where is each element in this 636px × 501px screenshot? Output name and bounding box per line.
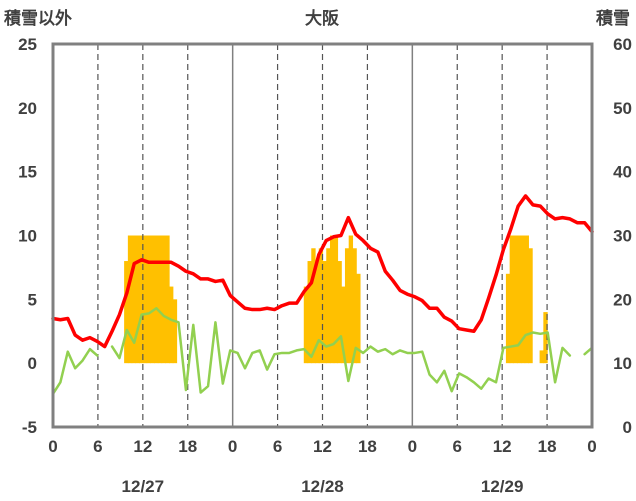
snow-bar (307, 261, 312, 364)
y-left-tick: 20 (18, 99, 37, 118)
x-tick: 12 (313, 437, 332, 456)
snow-bar (131, 235, 136, 364)
x-tick: 0 (587, 437, 596, 456)
y-left-tick: 5 (28, 290, 37, 309)
snow-bar (528, 248, 533, 364)
snow-bar (326, 248, 331, 364)
snow-bar (509, 235, 514, 364)
snow-bar (344, 248, 350, 364)
snow-bar (356, 273, 361, 364)
snow-bar (127, 235, 133, 364)
y-left-tick: 15 (18, 163, 37, 182)
gridlines (97, 44, 548, 427)
snow-bar (333, 235, 339, 364)
x-tick: 6 (453, 437, 462, 456)
red-line-series (51, 194, 594, 349)
snow-bar (142, 235, 148, 364)
snow-bar (303, 286, 309, 364)
y-right-tick: 60 (613, 35, 632, 54)
plot-frame (51, 42, 594, 429)
snow-bar (543, 312, 548, 364)
snow-bar (505, 273, 511, 364)
snow-bar (146, 235, 151, 364)
y-left-tick: 25 (18, 35, 37, 54)
date-label: 12/29 (481, 477, 524, 496)
x-tick: 12 (493, 437, 512, 456)
x-tick: 18 (178, 437, 197, 456)
y-right-tick: 0 (623, 418, 632, 437)
x-tick: 0 (228, 437, 237, 456)
y-right-tick: 20 (613, 290, 632, 309)
x-tick: 0 (48, 437, 57, 456)
snow-bar (157, 235, 163, 364)
date-label: 12/28 (301, 477, 344, 496)
y-right-tick: 40 (613, 163, 632, 182)
left-axis-label: 積雪以外 (4, 8, 72, 29)
y-right-tick: 50 (613, 99, 632, 118)
snow-bar (154, 235, 159, 364)
y-left-tick: 0 (28, 354, 37, 373)
snow-bar (524, 235, 529, 364)
snow-bar (513, 235, 518, 364)
x-tick: 6 (273, 437, 282, 456)
snow-bar (161, 235, 166, 364)
x-tick: 0 (408, 437, 417, 456)
chart-title: 大阪 (305, 8, 339, 29)
snow-bar (139, 235, 144, 364)
snow-bar (322, 261, 327, 364)
snow-bar (311, 248, 316, 364)
y-left-tick: -5 (22, 418, 37, 437)
right-axis-label: 積雪 (596, 8, 630, 29)
y-left-tick: 10 (18, 227, 37, 246)
bars-layer (124, 235, 548, 364)
axis-labels: 25 60 20 50 15 40 10 30 5 20 0 10 -5 0 0 6 12 18 0 6 12 18 0 6 1… (18, 35, 632, 496)
snow-bar (172, 299, 178, 364)
date-label: 12/27 (122, 477, 165, 496)
snow-bar (329, 235, 335, 364)
y-right-tick: 10 (613, 354, 632, 373)
snow-bar (124, 261, 129, 364)
snow-bar (352, 248, 357, 364)
x-tick: 18 (538, 437, 557, 456)
x-tick: 12 (133, 437, 152, 456)
snow-bar (337, 261, 342, 364)
snow-bar (315, 261, 320, 364)
snow-bar (135, 235, 140, 364)
snow-bar (517, 235, 522, 364)
snow-bar (318, 248, 324, 364)
snow-bar (341, 286, 346, 364)
snow-bar (348, 235, 354, 364)
snow-bar (150, 235, 155, 364)
snow-bar (520, 235, 526, 364)
x-tick: 6 (93, 437, 102, 456)
x-tick: 18 (358, 437, 377, 456)
snow-bar (539, 350, 544, 364)
snow-bar (169, 286, 174, 364)
snow-bar (165, 235, 170, 364)
y-right-tick: 30 (613, 227, 632, 246)
